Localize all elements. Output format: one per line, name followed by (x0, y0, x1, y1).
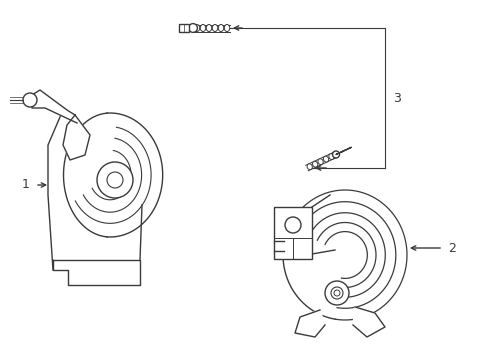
Polygon shape (295, 310, 325, 337)
Polygon shape (63, 115, 90, 160)
FancyBboxPatch shape (274, 207, 312, 259)
Ellipse shape (318, 159, 323, 165)
Circle shape (331, 287, 343, 299)
Ellipse shape (212, 24, 218, 31)
Circle shape (334, 290, 340, 296)
Circle shape (107, 172, 123, 188)
Circle shape (189, 24, 197, 32)
Circle shape (333, 151, 340, 158)
Ellipse shape (313, 161, 318, 167)
Text: 2: 2 (448, 242, 456, 255)
Polygon shape (353, 307, 385, 337)
Ellipse shape (329, 154, 334, 159)
Ellipse shape (206, 24, 212, 31)
Ellipse shape (307, 164, 312, 170)
Ellipse shape (224, 24, 230, 31)
Circle shape (285, 217, 301, 233)
Ellipse shape (195, 24, 200, 31)
Ellipse shape (323, 156, 329, 162)
Polygon shape (336, 147, 351, 154)
Circle shape (23, 93, 37, 107)
Circle shape (325, 281, 349, 305)
FancyBboxPatch shape (178, 24, 189, 32)
Circle shape (97, 162, 133, 198)
Ellipse shape (219, 24, 224, 31)
Ellipse shape (200, 24, 206, 31)
Text: 1: 1 (22, 179, 30, 192)
Polygon shape (32, 90, 77, 123)
Polygon shape (53, 260, 140, 285)
Text: 3: 3 (393, 91, 401, 104)
